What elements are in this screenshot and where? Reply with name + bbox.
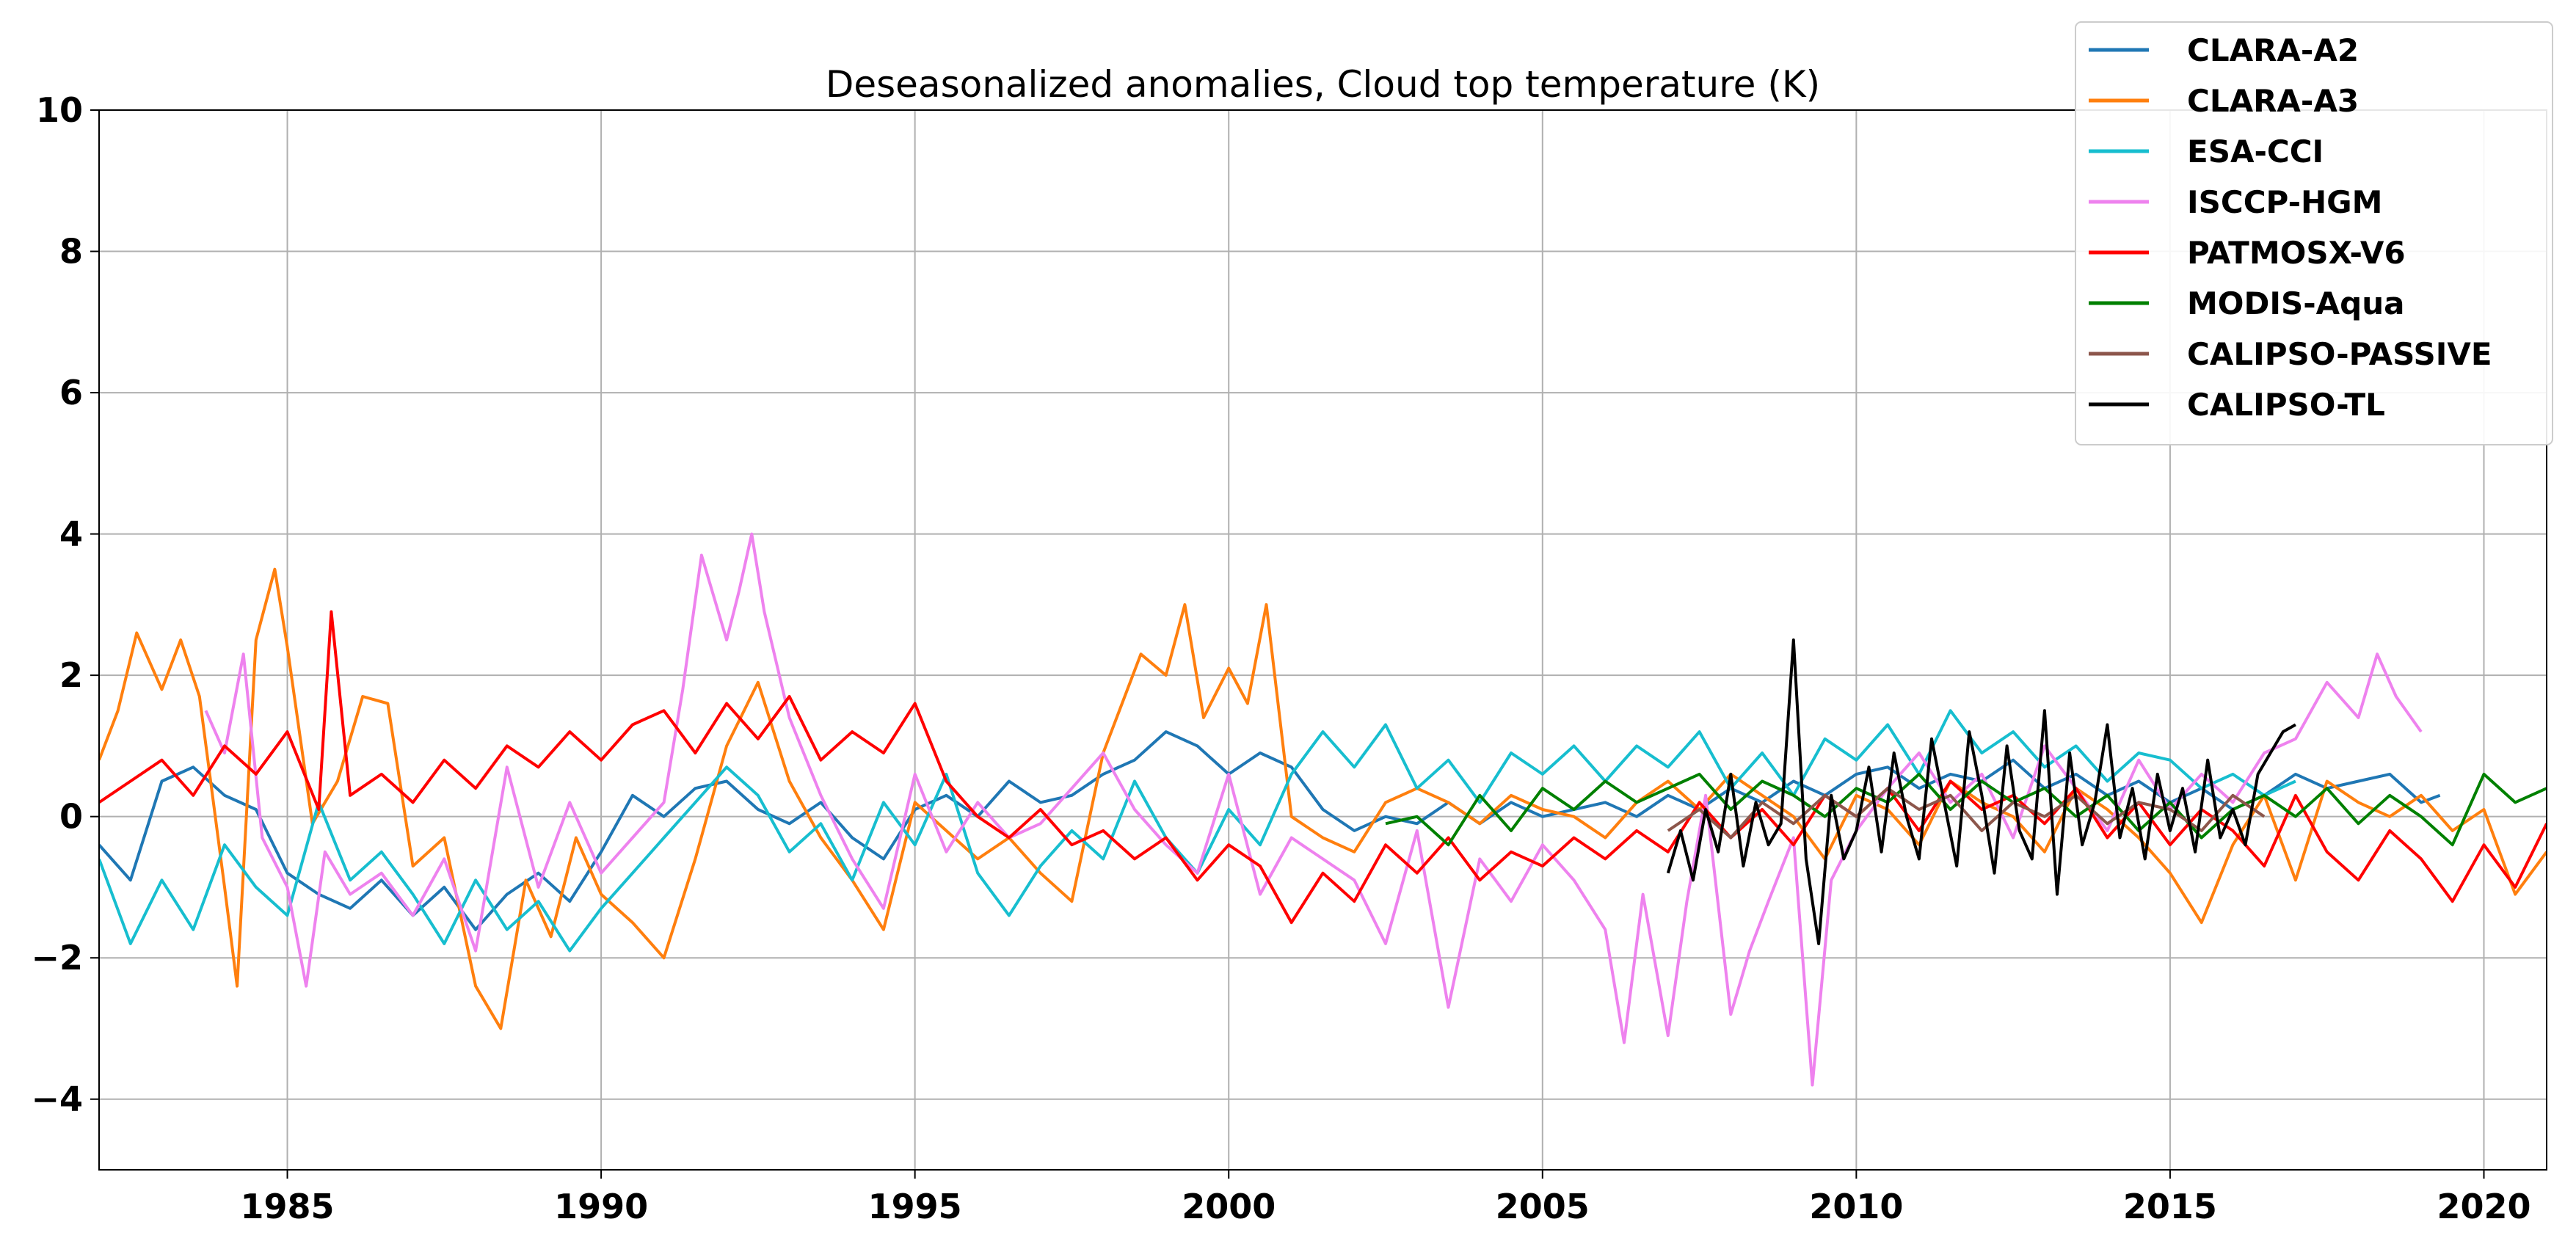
legend-label-modis-aqua: MODIS-Aqua — [2187, 285, 2404, 321]
x-tick-label: 2000 — [1182, 1187, 1276, 1226]
y-tick-label: 6 — [59, 373, 83, 412]
x-tick-label: 2020 — [2437, 1187, 2530, 1226]
series-line-clara-a2 — [99, 730, 2441, 931]
plot-area-frame — [98, 109, 2547, 1171]
legend-box — [2075, 21, 2553, 445]
y-tick-label: 4 — [59, 514, 83, 554]
series-line-modis-aqua — [1385, 772, 2547, 847]
legend: CLARA-A2 CLARA-A3 ESA-CCI ISCCP-HGM PATMOSX-… — [2075, 21, 2553, 445]
x-tick-label: 2015 — [2123, 1187, 2217, 1226]
series-line-calipso-tl — [1666, 638, 2296, 945]
legend-label-patmosx-v6: PATMOSX-V6 — [2187, 235, 2406, 271]
y-tick-label: −2 — [31, 938, 83, 978]
legend-label-isccp-hgm: ISCCP-HGM — [2187, 184, 2382, 220]
y-tick-label: 2 — [59, 655, 83, 695]
series-line-patmosx-v6 — [99, 610, 2547, 925]
legend-label-calipso-passive: CALIPSO-PASSIVE — [2187, 336, 2492, 372]
x-tick-label: 1985 — [241, 1187, 335, 1226]
legend-label-clara-a3: CLARA-A3 — [2187, 83, 2359, 119]
y-tick-label: 0 — [59, 797, 83, 837]
y-tick-label: 10 — [36, 90, 83, 130]
x-tick-label: 2005 — [1496, 1187, 1590, 1226]
y-tick-label: −4 — [31, 1080, 83, 1119]
x-tick-label: 1995 — [868, 1187, 962, 1226]
legend-label-calipso-tl: CALIPSO-TL — [2187, 387, 2385, 423]
x-tick-label: 1990 — [554, 1187, 648, 1226]
series-line-isccp-hgm — [204, 532, 2423, 1087]
legend-label-clara-a2: CLARA-A2 — [2187, 32, 2359, 68]
legend-label-esa-cci: ESA-CCI — [2187, 134, 2324, 170]
axis-ticks: 1985 1990 1995 2000 2005 2010 2015 2020 −4 −2 0 2 4 6… — [31, 90, 2530, 1226]
x-tick-label: 2010 — [1809, 1187, 1903, 1226]
series-line-clara-a3 — [99, 567, 2547, 1030]
chart-title: Deseasonalized anomalies, Cloud top temp… — [826, 63, 1820, 106]
series-lines — [99, 532, 2547, 1087]
y-tick-label: 8 — [59, 232, 83, 272]
